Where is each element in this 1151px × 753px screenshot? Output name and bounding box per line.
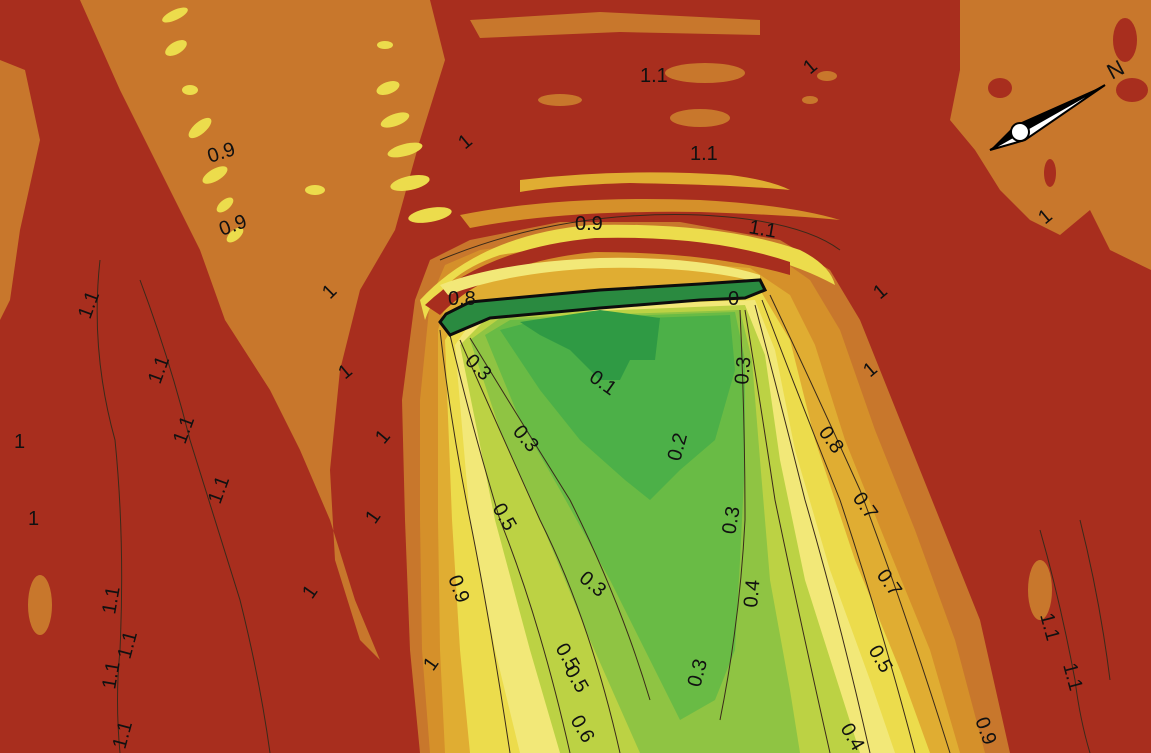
contour-region-far-left xyxy=(0,60,40,320)
contour-label: 0 xyxy=(728,288,739,310)
contour-label: 1.1 xyxy=(98,585,124,616)
contour-region-left-tongue xyxy=(80,0,445,660)
contour-label: 1.1 xyxy=(690,143,718,165)
north-arrow-icon: N xyxy=(989,55,1128,151)
breakwater-structure xyxy=(438,278,768,337)
orange-blobs xyxy=(28,63,1060,635)
wave-ring-bands xyxy=(420,172,840,320)
contour-label: 0.4 xyxy=(740,579,764,609)
red-blobs xyxy=(988,18,1148,187)
contour-lines xyxy=(96,214,1111,753)
contour-label: 1.1 xyxy=(640,65,668,87)
contour-region-upper-right xyxy=(950,0,1151,270)
contour-label: 1.1 xyxy=(747,216,778,242)
contour-label: 1 xyxy=(28,508,39,530)
contour-region-plume-dark-green xyxy=(520,310,660,380)
contour-label: 1.1 xyxy=(98,660,124,691)
contour-label: 1 xyxy=(14,431,25,453)
contour-label: 0.3 xyxy=(718,505,744,536)
contour-label: 0.3 xyxy=(731,356,755,386)
contour-region-plume-mid-green xyxy=(500,315,735,500)
yellow-blobs xyxy=(162,7,452,243)
contour-label: 0.8 xyxy=(448,288,476,310)
contour-region-top-center-band xyxy=(470,12,760,38)
contour-label: 0.9 xyxy=(575,213,603,235)
